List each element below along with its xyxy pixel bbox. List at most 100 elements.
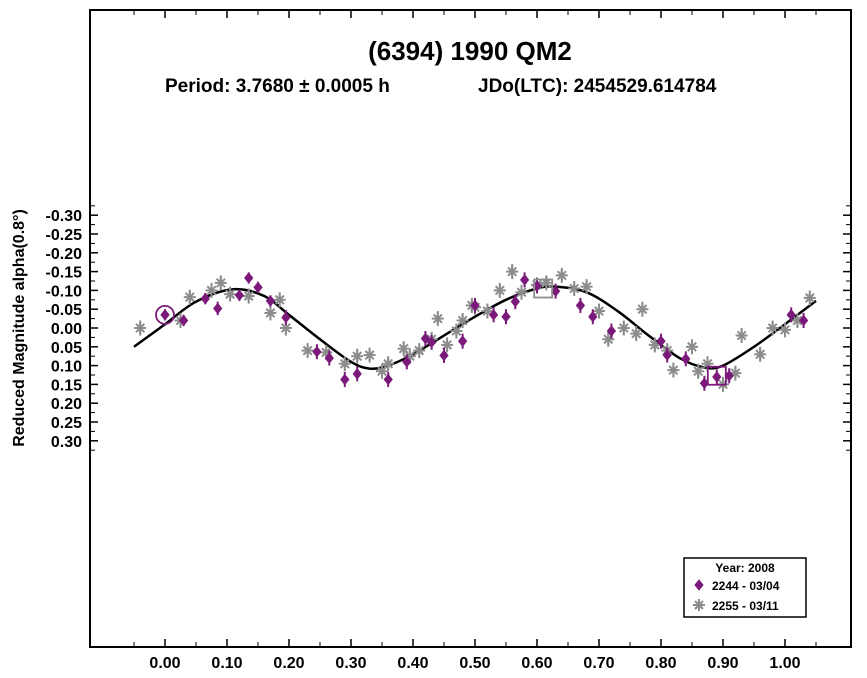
legend-diamond-marker xyxy=(694,579,704,591)
asterisk-stroke xyxy=(352,351,363,362)
y-tick-label: 0.25 xyxy=(51,415,82,432)
legend: Year: 2008 2244 - 03/04 2255 - 03/11 xyxy=(683,557,807,618)
x-tick-label: 0.40 xyxy=(397,655,428,672)
diamond-marker xyxy=(324,352,334,364)
data-points-layer xyxy=(134,264,816,392)
asterisk-stroke xyxy=(767,323,778,333)
asterisk-point xyxy=(214,275,227,291)
asterisk-point xyxy=(413,343,426,359)
diamond-marker xyxy=(606,325,617,337)
asterisk-stroke xyxy=(206,285,217,296)
diamond-point xyxy=(786,307,796,323)
zero-point-circle xyxy=(155,304,175,325)
x-tick-label: 0.10 xyxy=(211,655,242,672)
y-tick-label: 0.05 xyxy=(51,340,82,357)
diamond-marker xyxy=(798,314,809,327)
y-tick-label: 0.00 xyxy=(51,321,82,338)
diamond-point xyxy=(699,375,710,391)
asterisk-point xyxy=(630,326,643,342)
asterisk-point xyxy=(242,288,255,304)
x-tick-label: 0.30 xyxy=(335,655,366,672)
diamond-point xyxy=(519,272,530,288)
diamond-point xyxy=(265,295,276,307)
y-tick-label: 0.30 xyxy=(51,434,82,451)
y-tick-label: -0.30 xyxy=(46,208,83,225)
period-label: Period: 3.7680 ± 0.0005 h xyxy=(165,76,390,97)
asterisk-point xyxy=(183,289,196,305)
asterisk-stroke xyxy=(631,328,642,339)
asterisk-stroke xyxy=(215,277,226,288)
y-tick-label: -0.25 xyxy=(46,227,83,244)
diamond-point xyxy=(200,292,210,305)
diamond-point xyxy=(324,350,334,366)
asterisk-stroke xyxy=(581,281,592,292)
diamond-marker xyxy=(662,349,672,361)
asterisk-point xyxy=(617,320,630,336)
asterisk-stroke xyxy=(804,293,815,303)
asterisk-stroke xyxy=(302,345,313,356)
diamond-point xyxy=(402,354,412,370)
asterisk-point xyxy=(456,312,469,328)
x-tick-label: 0.50 xyxy=(459,655,490,672)
asterisk-stroke xyxy=(457,315,468,326)
diamond-marker xyxy=(488,309,499,321)
asterisk-stroke xyxy=(556,270,567,281)
legend-title: Year: 2008 xyxy=(715,561,775,575)
y-tick-label: -0.15 xyxy=(46,265,83,282)
diamond-point xyxy=(510,294,520,310)
asterisk-stroke xyxy=(668,365,679,376)
y-tick-label: -0.05 xyxy=(46,302,83,319)
asterisk-point xyxy=(363,347,376,363)
diamond-point xyxy=(340,371,350,388)
asterisk-stroke xyxy=(693,366,704,377)
asterisk-stroke xyxy=(321,347,332,358)
asterisk-stroke xyxy=(780,324,790,335)
y-tick-label: 0.10 xyxy=(51,359,82,376)
asterisk-point xyxy=(450,323,463,339)
diamond-marker xyxy=(439,349,449,362)
x-tick-label: 0.60 xyxy=(521,655,552,672)
asterisk-stroke xyxy=(702,358,713,369)
diamond-point xyxy=(681,351,691,367)
diamond-marker xyxy=(265,295,276,307)
diamond-marker xyxy=(575,299,586,312)
diamond-marker xyxy=(253,281,263,294)
asterisk-point xyxy=(205,282,218,298)
asterisk-point xyxy=(568,281,581,297)
diamond-point xyxy=(656,333,666,349)
asterisk-point xyxy=(636,301,649,317)
diamond-marker xyxy=(712,371,722,383)
diamond-marker xyxy=(200,292,210,305)
diamond-marker xyxy=(656,335,666,347)
asterisk-point xyxy=(273,292,286,308)
asterisk-point xyxy=(397,341,410,357)
asterisk-stroke xyxy=(184,292,195,303)
asterisk-point xyxy=(779,322,791,338)
asterisk-point xyxy=(602,331,615,347)
asterisk-stroke xyxy=(339,358,350,369)
asterisk-stroke xyxy=(507,266,518,277)
asterisk-stroke xyxy=(569,283,580,294)
asterisk-stroke xyxy=(637,304,648,315)
asterisk-point xyxy=(766,320,779,336)
asterisk-stroke xyxy=(414,345,425,356)
diamond-marker xyxy=(470,299,480,312)
diamond-marker xyxy=(402,356,412,368)
asterisk-stroke xyxy=(755,349,766,360)
diamond-marker xyxy=(426,336,437,349)
x-tick-label: 0.90 xyxy=(707,655,738,672)
asterisk-point xyxy=(754,346,767,362)
asterisk-point xyxy=(134,320,147,336)
legend-box xyxy=(683,557,807,618)
asterisk-point xyxy=(382,356,395,372)
diamond-point xyxy=(457,333,468,349)
x-tick-label: 0.20 xyxy=(273,655,304,672)
y-axis-label: Reduced Magnitude alpha(0.8°) xyxy=(11,209,28,447)
diamond-marker xyxy=(234,289,245,302)
diamond-point xyxy=(662,347,672,363)
diamond-point xyxy=(712,369,722,385)
diamond-point xyxy=(160,309,170,321)
asterisk-stroke xyxy=(265,308,276,318)
asterisk-point xyxy=(506,264,519,280)
asterisk-point xyxy=(555,267,568,283)
